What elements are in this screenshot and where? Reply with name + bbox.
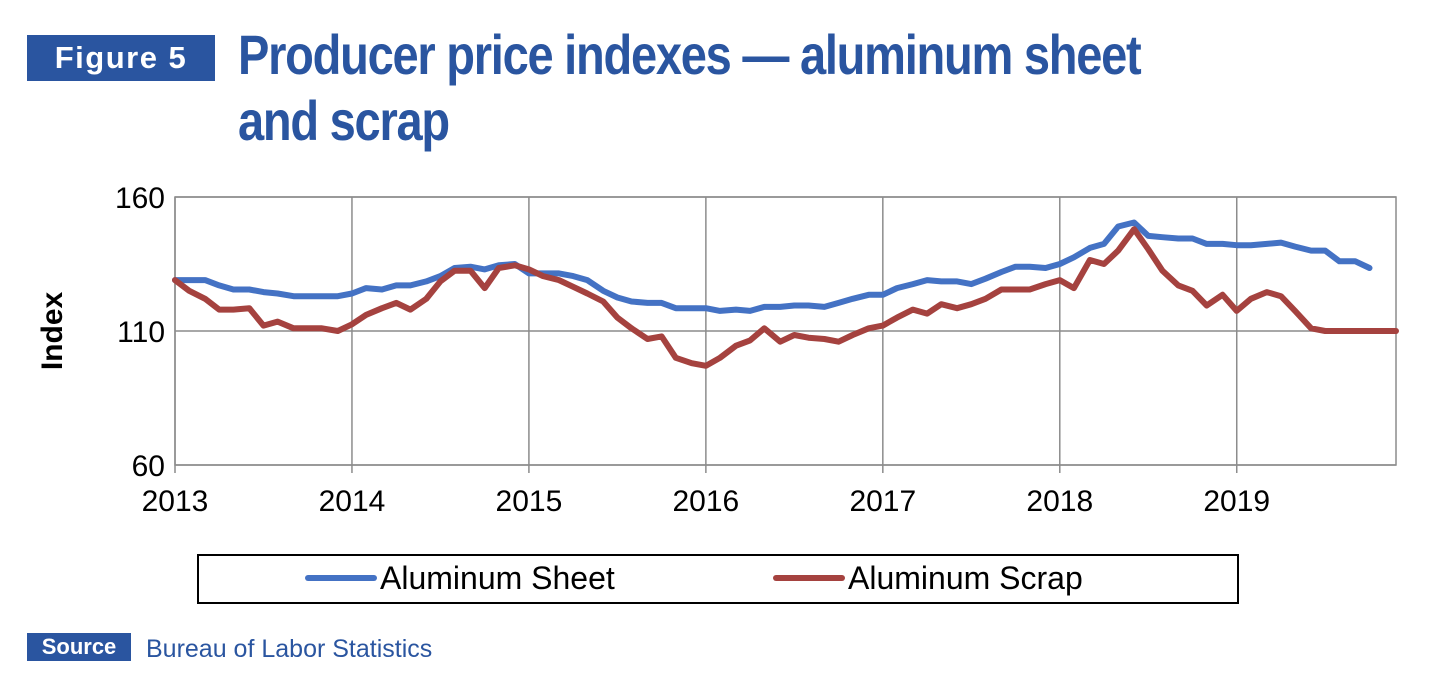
x-tick-label: 2015: [496, 485, 563, 518]
figure-label: Figure 5: [27, 35, 215, 81]
x-tick-label: 2016: [672, 485, 739, 518]
legend-label: Aluminum Scrap: [848, 560, 1083, 596]
y-tick-label: 110: [117, 316, 165, 349]
y-tick-label: 160: [115, 182, 165, 215]
source-label: Source: [27, 633, 131, 661]
x-tick-label: 2018: [1026, 485, 1093, 518]
legend: Aluminum Sheet Aluminum Scrap: [197, 554, 1239, 604]
x-tick-label: 2014: [319, 485, 386, 518]
y-tick-label: 60: [132, 450, 165, 483]
legend-label: Aluminum Sheet: [380, 560, 615, 596]
axis-layer: 60 110 160 2013 2014 2015 2016 2017 2018 2019 Inde…: [36, 182, 1270, 518]
grid-layer: [174, 196, 1397, 473]
series-layer: [172, 219, 1399, 369]
x-tick-label: 2017: [849, 485, 916, 518]
x-tick-label: 2019: [1203, 485, 1270, 518]
series-line-aluminum-sheet: [172, 219, 1373, 314]
x-tick-label: 2013: [142, 485, 209, 518]
source-text: Bureau of Labor Statistics: [146, 635, 433, 663]
y-axis-label: Index: [36, 292, 69, 371]
chart-title: Producer price indexes — aluminum sheet …: [238, 23, 1142, 152]
series-line-aluminum-scrap: [172, 226, 1399, 369]
